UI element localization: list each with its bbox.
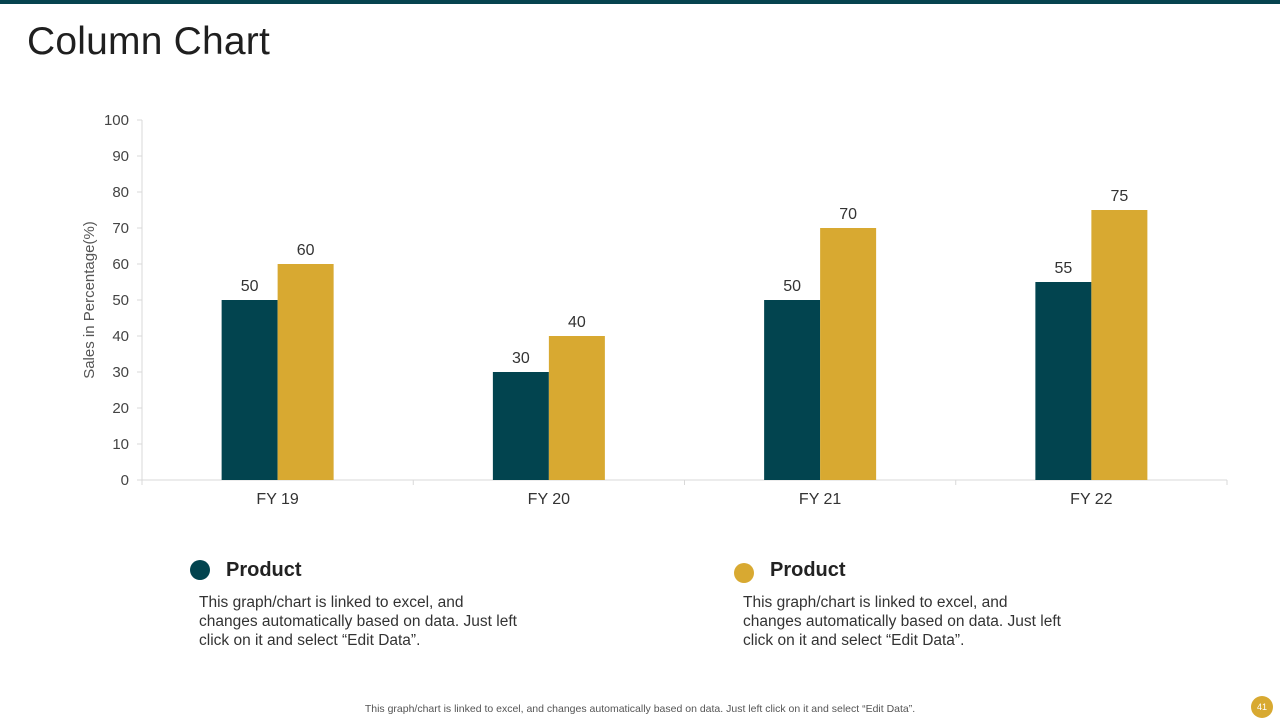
page-number-badge: 41 [1251,696,1273,718]
data-label: 60 [297,242,315,259]
legend-dot-series-2 [734,563,754,583]
x-tick-label: FY 19 [256,491,299,508]
data-label: 50 [241,278,259,295]
y-tick-label: 60 [112,256,129,273]
y-tick-label: 0 [121,472,129,489]
y-tick-label: 40 [112,328,129,345]
y-tick-label: 80 [112,184,129,201]
bar-series-2-fy-19 [277,264,334,480]
legend-description-series-1: This graph/chart is linked to excel, and… [199,594,517,649]
top-accent-bar [0,0,1280,4]
column-chart: 0 10 20 30 40 50 60 70 80 90 100 Sales in Percentag… [81,112,1228,508]
y-tick-label: 20 [112,400,129,417]
bar-series-2-fy-20 [548,336,605,480]
data-label: 50 [783,278,801,295]
bar-series-1-fy-19 [221,300,278,480]
y-tick-label: 50 [112,292,129,309]
y-tick-label: 100 [104,112,129,129]
y-axis-title: Sales in Percentage(%) [81,221,98,379]
x-tick-label: FY 22 [1070,491,1113,508]
y-tick-label: 30 [112,364,129,381]
bar-series-2-fy-22 [1091,210,1148,480]
legend-dot-series-1 [190,560,210,580]
data-label: 70 [839,206,857,223]
y-tick-label: 70 [112,220,129,237]
data-label: 40 [568,314,586,331]
x-tick-label: FY 21 [799,491,842,508]
data-label: 30 [512,350,530,367]
data-label: 75 [1110,188,1128,205]
y-tick-label: 10 [112,436,129,453]
legend-title-series-2: Product [770,559,846,581]
legend-description-series-2: This graph/chart is linked to excel, and… [743,594,1061,649]
bar-series-1-fy-22 [1035,282,1092,480]
data-label: 55 [1054,260,1072,277]
x-tick-label: FY 20 [528,491,571,508]
bar-series-1-fy-21 [764,300,821,480]
page-title: Column Chart [27,20,270,63]
y-tick-label: 90 [112,148,129,165]
footer-note: This graph/chart is linked to excel, and… [364,703,916,715]
bar-series-2-fy-21 [820,228,877,480]
bar-series-1-fy-20 [492,372,549,480]
legend-title-series-1: Product [226,559,302,581]
